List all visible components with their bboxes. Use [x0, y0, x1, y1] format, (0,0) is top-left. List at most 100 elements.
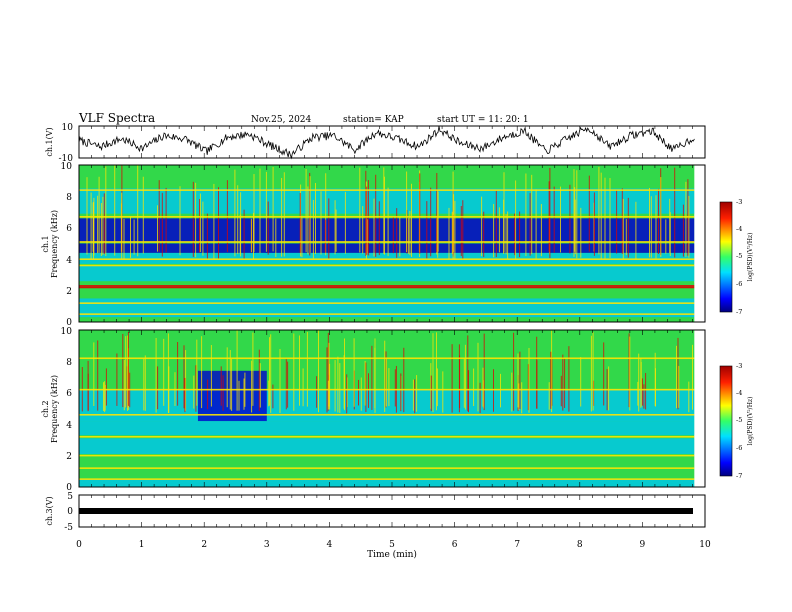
spectrogram-streak [385, 357, 387, 407]
ch2-cb-tick-m5: -5 [736, 416, 742, 424]
ch2-cb-tick-m7: -7 [736, 472, 742, 480]
spectrogram-streak [500, 373, 501, 408]
ch1-channel-label: ch.1 [41, 235, 50, 252]
spectrogram-streak [598, 166, 600, 255]
spectrogram-streak [535, 189, 537, 259]
spectrogram-band [79, 188, 695, 214]
spectrogram-streak [325, 173, 327, 256]
spectrogram-streak [103, 193, 105, 254]
spectrogram-streak [436, 172, 438, 253]
spectrogram-line [79, 413, 695, 416]
spectrogram-streak [243, 378, 245, 410]
spectrogram-streak [609, 178, 611, 258]
spectrogram-streak [253, 174, 255, 253]
spectrogram-streak [568, 346, 570, 412]
ch2-ytick-8: 8 [66, 358, 72, 368]
ch1-cb-tick-m6: -6 [736, 280, 742, 288]
spectrogram-streak [192, 181, 194, 257]
spectrogram-line [79, 388, 695, 391]
ch2-spectrogram-panel: 0 2 4 6 8 10 ch.2 Frequency (kHz) -3 -4 … [41, 327, 754, 493]
spectrogram-streak [226, 347, 228, 408]
spectrogram-line [79, 357, 695, 360]
spectrogram-streak [600, 172, 602, 260]
time-tick-label: 6 [452, 540, 458, 550]
spectrogram-streak [206, 213, 208, 259]
ch1-spectrogram-panel: 0 2 4 6 8 10 ch.1 Frequency (kHz) -3 -4 … [41, 162, 754, 328]
spectrogram-streak [202, 201, 204, 256]
ch1-waveform-line [78, 126, 695, 160]
spectrogram-streak [334, 360, 336, 412]
spectrogram-line [79, 313, 695, 315]
ch1-ytick-0: 0 [66, 318, 72, 328]
spectrogram-streak [193, 375, 195, 409]
spectrogram-streak [513, 332, 515, 411]
spectrogram-streak [548, 382, 550, 410]
spectrogram-streak [392, 217, 394, 254]
spectrogram-streak [87, 373, 89, 411]
spectrogram-streak [688, 381, 690, 413]
spectrogram-streak [479, 382, 481, 414]
station-label: station= KAP [343, 115, 404, 125]
spectrogram-line [79, 258, 695, 260]
time-tick-label: 7 [514, 540, 520, 550]
time-axis-label: Time (min) [367, 549, 417, 560]
spectrogram-streak [328, 342, 330, 407]
spectrogram-streak [93, 342, 95, 406]
ch2-spectrogram-image [79, 330, 705, 487]
spectrogram-streak [218, 187, 219, 260]
spectrogram-streak [635, 201, 637, 260]
ch3-waveform-line [79, 508, 693, 514]
ch1-ytick-bottom: -10 [59, 154, 74, 164]
spectrogram-streak [569, 184, 571, 254]
spectrogram-streak [105, 368, 107, 406]
spectrogram-streak [220, 366, 222, 406]
spectrogram-streak [473, 368, 475, 407]
spectrogram-streak [285, 359, 287, 410]
ch3-waveform-panel: 5 0 -5 ch.3(V) [45, 492, 706, 533]
ch3-ytick-mid: 0 [67, 507, 73, 517]
spectrogram-streak [125, 336, 127, 408]
spectrogram-streak [100, 203, 102, 257]
ch2-ytick-0: 0 [66, 483, 72, 493]
spectrogram-streak [337, 356, 339, 413]
ch1-frequency-ylabel: Frequency (kHz) [50, 210, 59, 278]
spectrogram-streak [104, 381, 106, 413]
ch2-ytick-6: 6 [66, 389, 72, 399]
spectrogram-streak [531, 174, 533, 255]
spectrogram-streak [121, 192, 123, 259]
ch1-cb-tick-m5: -5 [736, 252, 742, 260]
ch3-waveform-ylabel: ch.3(V) [45, 496, 54, 525]
spectrogram-gap [694, 165, 705, 322]
spectrogram-streak [201, 336, 203, 409]
spectrogram-streak [400, 373, 402, 412]
spectrogram-streak [645, 372, 647, 410]
ch2-ytick-4: 4 [66, 421, 72, 431]
spectrogram-streak [481, 196, 483, 257]
spectrogram-streak [383, 167, 385, 254]
spectrogram-streak [130, 216, 131, 258]
spectrogram-streak [165, 187, 167, 253]
ch1-cb-tick-m4: -4 [736, 225, 742, 233]
spectrogram-streak [279, 348, 281, 413]
spectrogram-streak [269, 337, 270, 406]
spectrogram-streak [505, 214, 507, 255]
time-tick-label: 3 [264, 540, 270, 550]
spectrogram-streak [270, 334, 272, 413]
spectrogram-streak [250, 218, 252, 253]
spectrogram-streak [669, 212, 671, 257]
spectrogram-streak [625, 219, 627, 256]
spectrogram-streak [436, 368, 438, 407]
spectrogram-streak [419, 173, 421, 254]
spectrogram-streak [553, 186, 555, 253]
spectrogram-streak [616, 189, 618, 254]
spectrogram-streak [258, 349, 260, 412]
spectrogram-streak [272, 384, 274, 409]
spectrogram-line [79, 286, 695, 289]
spectrogram-streak [580, 207, 582, 258]
spectrogram-streak [519, 351, 521, 409]
spectrogram-streak [143, 358, 145, 411]
spectrogram-streak [103, 382, 104, 411]
spectrogram-line [79, 454, 695, 457]
spectrogram-streak [375, 174, 377, 257]
